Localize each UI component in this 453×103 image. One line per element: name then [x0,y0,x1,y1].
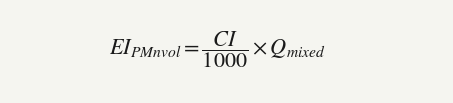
Text: $EI_{PMnvol} = \dfrac{CI}{1000} \times Q_{mixed}$: $EI_{PMnvol} = \dfrac{CI}{1000} \times Q… [109,29,326,70]
